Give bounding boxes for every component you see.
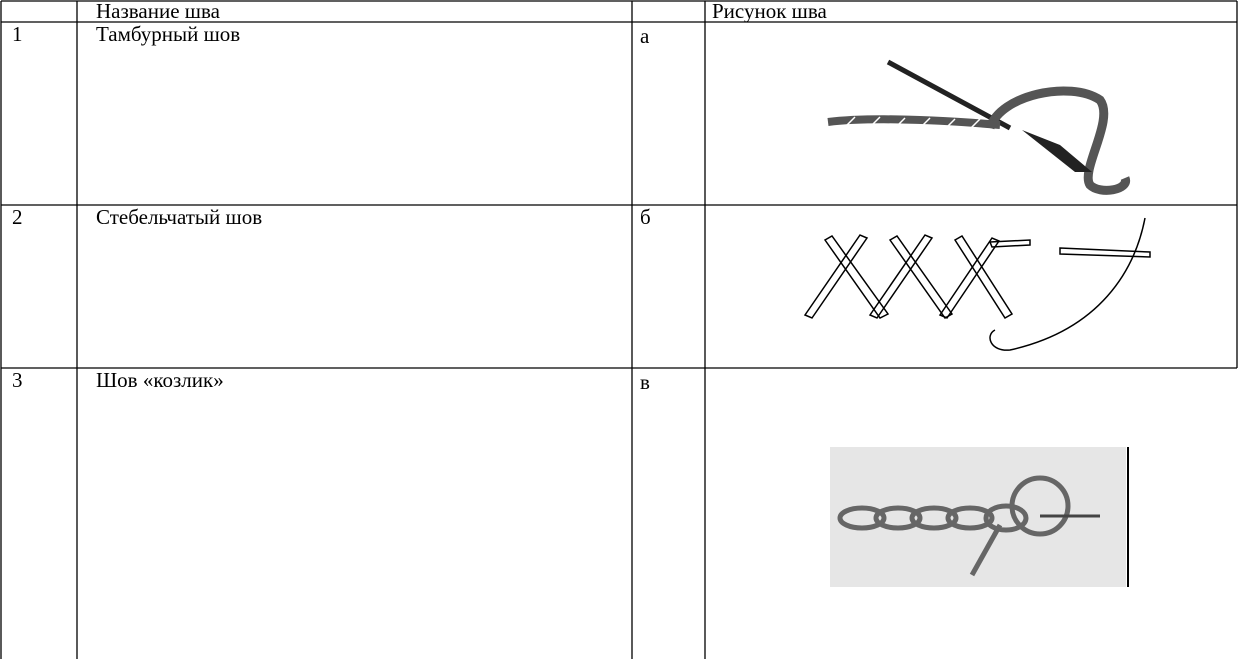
row-number: 3 — [12, 368, 23, 392]
row-letter: в — [640, 370, 650, 394]
row-name: Тамбурный шов — [96, 22, 240, 46]
header-picture: Рисунок шва — [712, 0, 827, 23]
row-letter: б — [640, 205, 651, 229]
row-number: 2 — [12, 205, 23, 229]
row-number: 1 — [12, 22, 23, 46]
stitch-drawing — [803, 217, 1151, 351]
stitch-drawing — [830, 447, 1129, 587]
row-name: Стебельчатый шов — [96, 205, 262, 229]
row-letter: а — [640, 24, 650, 48]
header-name: Название шва — [96, 0, 221, 23]
row-name: Шов «козлик» — [96, 368, 224, 392]
stitch-drawing — [827, 59, 1130, 195]
